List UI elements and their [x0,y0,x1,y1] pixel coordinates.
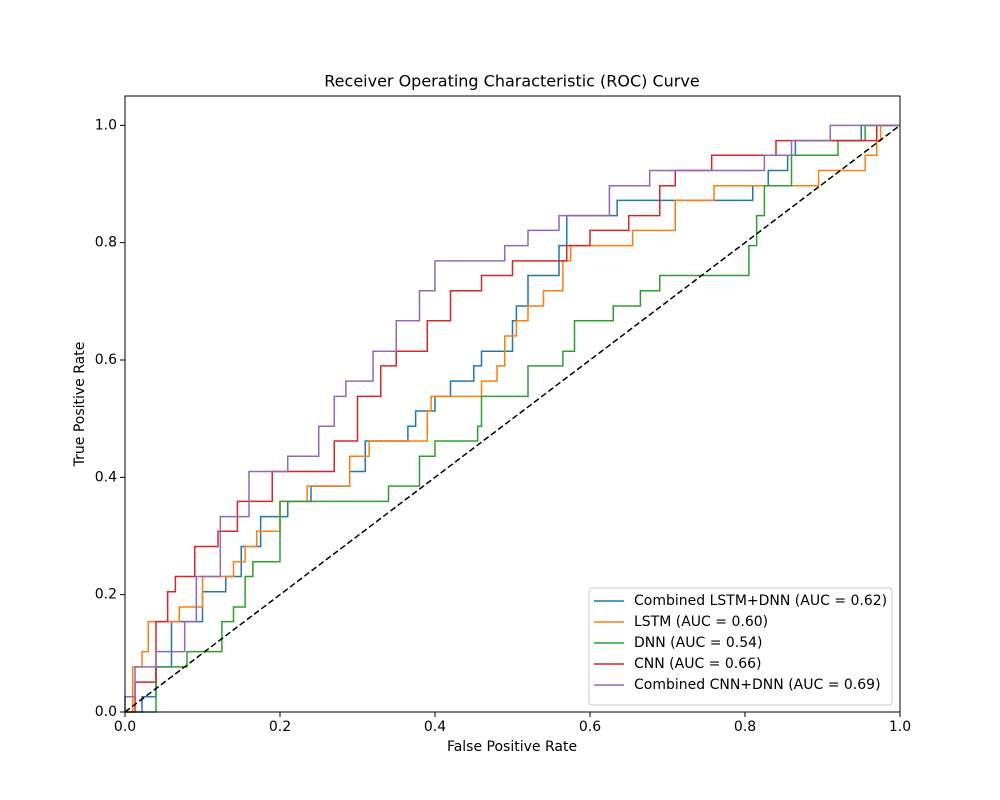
y-tick-label: 0.4 [95,469,117,485]
legend-label: LSTM (AUC = 0.60) [634,614,768,630]
y-tick-label: 0.0 [95,704,117,720]
legend-label: Combined CNN+DNN (AUC = 0.69) [634,677,881,693]
axes-frame [124,95,901,713]
plot-area [124,124,901,713]
y-axis-label: True Positive Rate [72,342,88,468]
chart-title: Receiver Operating Characteristic (ROC) … [324,72,699,91]
roc-line [125,124,900,713]
x-tick-label: 1.0 [889,719,911,735]
roc-line [125,124,900,713]
y-tick-label: 0.8 [95,235,117,251]
legend-box [588,587,893,706]
legend-label: CNN (AUC = 0.66) [634,656,762,672]
reference-line [124,124,901,713]
y-tick-label: 1.0 [95,117,117,133]
x-tick-label: 0.4 [424,719,446,735]
roc-line [124,124,900,712]
x-tick-label: 0.2 [269,719,291,735]
legend-label: Combined LSTM+DNN (AUC = 0.62) [634,593,887,609]
legend-label: DNN (AUC = 0.54) [634,635,763,651]
y-tick-label: 0.6 [95,352,117,368]
roc-line [125,124,900,713]
x-tick-label: 0.6 [579,719,601,735]
x-tick-label: 0.8 [734,719,756,735]
x-axis-label: False Positive Rate [447,739,577,755]
y-tick-label: 0.2 [95,587,117,603]
legend: Combined LSTM+DNN (AUC = 0.62) LSTM (AUC … [588,587,893,706]
x-tick-label: 0.0 [114,719,136,735]
